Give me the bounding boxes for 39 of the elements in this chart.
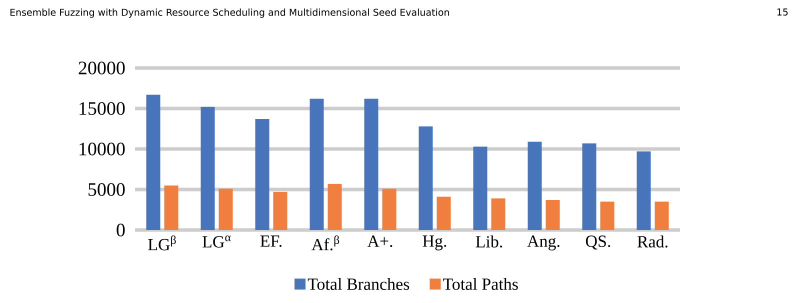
x-tick-label: QS. (586, 236, 610, 250)
bar (418, 126, 433, 230)
bar (600, 202, 614, 230)
bar (636, 151, 651, 230)
bar (364, 98, 378, 230)
text: 15 (777, 8, 788, 16)
legend-label: Total Branches (308, 278, 410, 290)
bar (218, 188, 233, 230)
bar (382, 188, 396, 230)
bar (255, 119, 270, 230)
bar (546, 200, 560, 230)
bar (310, 98, 324, 230)
x-tick-label: A+. (367, 236, 392, 247)
bar (328, 184, 342, 230)
x-tick-label: Rad. (637, 236, 668, 248)
bar (582, 143, 596, 230)
bar (146, 94, 160, 230)
x-tick-label: Af.$^{β}$ (312, 236, 340, 250)
bar (528, 142, 542, 230)
x-tick-label: Lib. (476, 236, 502, 248)
x-tick-label: Hg. (422, 236, 446, 250)
y-tick-label: 15000 (80, 102, 125, 115)
bar (164, 185, 178, 230)
y-tick-label: 20000 (78, 62, 125, 74)
x-tick-label: LG$^{α}$ (202, 236, 231, 248)
bar (273, 192, 288, 230)
y-tick-label: 10000 (80, 142, 125, 156)
y-tick-label: 5000 (88, 183, 125, 196)
bar (436, 196, 451, 230)
legend-label: Total Paths (443, 278, 518, 290)
x-tick-label: EF. (260, 236, 282, 247)
bar (473, 146, 488, 230)
x-tick-label: Ang. (527, 236, 560, 250)
bar (200, 106, 215, 230)
y-tick-label: 0 (116, 224, 125, 236)
x-tick-label: LG$^{β}$ (148, 236, 176, 250)
bar (654, 202, 669, 230)
bar (491, 198, 506, 230)
chart-title: Ensemble Fuzzing with Dynamic Resource Scheduling and Multidimensional Seed Evaluation (10, 8, 449, 18)
